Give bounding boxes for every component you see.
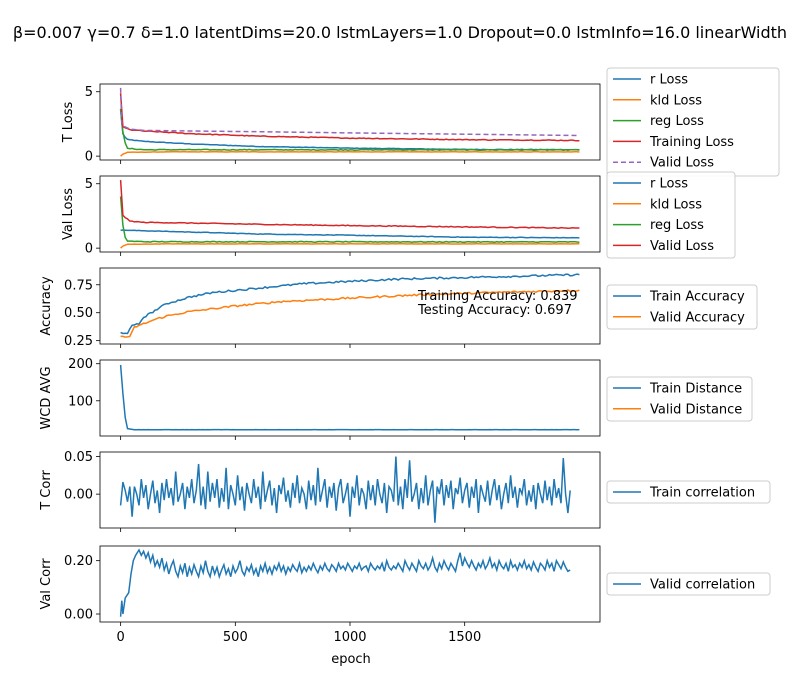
legend-label: kld Loss [650, 197, 702, 212]
y-tick-label: 0.00 [64, 608, 93, 623]
legend-label: Valid Accuracy [650, 310, 745, 325]
y-tick-label: 5 [85, 177, 93, 192]
legend-box [606, 480, 771, 504]
legend-label: Valid Distance [650, 402, 742, 417]
accuracy-annotation: Training Accuracy: 0.839 [417, 289, 578, 304]
subplot-4: 0.00 0.05 T Corr Train correlation [39, 450, 771, 532]
series-line-train-correlation [119, 456, 571, 523]
subplot-2: 0.25 0.50 0.75 Accuracy Train Accuracy Valid … [39, 267, 758, 349]
y-axis-label: WCD AVG [39, 366, 54, 429]
legend-label: kld Loss [650, 93, 702, 108]
series-line-reg-loss [119, 108, 580, 152]
y-axis-label: Accuracy [39, 276, 54, 336]
legend-label: Train Distance [649, 382, 742, 397]
accuracy-annotation: Testing Accuracy: 0.697 [417, 303, 572, 318]
y-tick-label: 0.75 [64, 278, 93, 293]
series-line-r-loss [120, 229, 580, 239]
subplots: 0 5 T Loss r Loss kld Loss reg Loss Training L… [39, 67, 780, 645]
series-line-kld-loss [120, 243, 580, 249]
series-line-reg-loss [119, 196, 580, 244]
legend-label: r Loss [650, 177, 688, 192]
legend-box [606, 572, 771, 596]
subplot-1: 0 5 Val Loss r Loss kld Loss reg Loss Valid Lo… [61, 171, 736, 259]
series-group [119, 364, 580, 431]
y-axis-label: T Loss [61, 101, 76, 143]
series-group [119, 548, 571, 617]
series-line-valid-loss [119, 87, 580, 137]
series-group [119, 456, 571, 523]
legend-label: Train Accuracy [649, 290, 745, 305]
x-axis-label: epoch [331, 652, 371, 667]
y-tick-label: 0.00 [64, 488, 93, 503]
series-group [119, 180, 580, 249]
subplot-3: 100 200 WCD AVG Train Distance Valid Distanc… [39, 357, 753, 440]
legend-label: reg Loss [650, 218, 704, 233]
legend-box [606, 171, 736, 259]
legend-label: Valid Loss [650, 239, 714, 254]
y-tick-label: 200 [68, 357, 93, 372]
x-tick-label: 500 [223, 630, 248, 645]
y-tick-label: 100 [68, 394, 93, 409]
y-tick-label: 0.50 [64, 306, 93, 321]
y-axis-label: Val Corr [39, 558, 54, 610]
subplot-5: 0.00 0.20 0 500 1000 1500 Val Corr Valid correl… [39, 545, 771, 645]
legend-label: Valid correlation [650, 578, 755, 593]
series-group [120, 273, 580, 338]
series-line-training-loss [119, 93, 580, 142]
legend-label: reg Loss [650, 114, 704, 129]
series-line-kld-loss [120, 151, 580, 157]
y-axis-label: T Corr [39, 470, 54, 511]
figure-title: β=0.007 γ=0.7 δ=1.0 latentDims=20.0 lstm… [13, 23, 787, 42]
x-tick-label: 1500 [448, 630, 481, 645]
y-tick-label: 0.05 [64, 450, 93, 465]
legend-label: Train correlation [649, 486, 755, 501]
series-line-train-distance [119, 364, 580, 431]
legend-label: r Loss [650, 73, 688, 88]
legend-box [606, 284, 758, 330]
y-tick-label: 0 [85, 150, 93, 165]
subplot-0: 0 5 T Loss r Loss kld Loss reg Loss Training L… [61, 67, 780, 177]
y-tick-label: 0.25 [64, 334, 93, 349]
y-tick-label: 5 [85, 85, 93, 100]
x-tick-label: 0 [117, 630, 125, 645]
y-axis-label: Val Loss [61, 188, 76, 240]
series-group [119, 87, 580, 157]
series-line-valid-correlation [119, 548, 571, 617]
series-line-train-accuracy [120, 273, 580, 335]
series-line-valid-loss [119, 180, 580, 229]
y-tick-label: 0.20 [64, 554, 93, 569]
x-tick-label: 1000 [333, 630, 366, 645]
series-line-valid-accuracy [120, 289, 580, 338]
legend-box [606, 376, 753, 422]
legend-label: Valid Loss [650, 156, 714, 171]
legend-label: Training Loss [649, 135, 734, 150]
y-tick-label: 0 [85, 242, 93, 257]
